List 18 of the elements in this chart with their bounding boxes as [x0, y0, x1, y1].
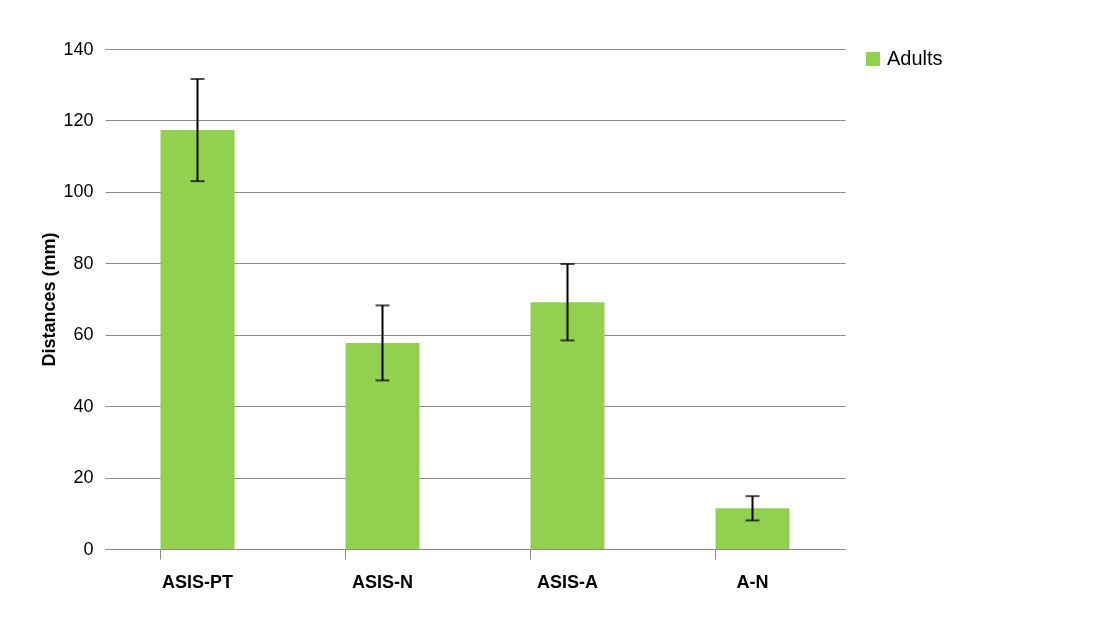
bar: [530, 302, 605, 549]
x-tick-label: A-N: [736, 571, 769, 592]
y-tick-label: 100: [63, 181, 94, 202]
y-tick-label: 0: [83, 538, 94, 559]
y-axis-title: Distances (mm): [39, 232, 60, 367]
bar: [715, 508, 790, 549]
y-tick-label: 20: [73, 467, 94, 488]
x-tick-label: ASIS-A: [536, 571, 599, 592]
y-tick-label: 60: [73, 324, 94, 345]
x-tick-label: ASIS-N: [351, 571, 414, 592]
y-tick-label: 140: [63, 38, 94, 59]
y-tick-label: 120: [63, 109, 94, 130]
bar: [345, 342, 420, 549]
y-tick-label: 80: [73, 252, 94, 273]
x-tick-label: ASIS-PT: [161, 571, 234, 592]
legend-label: Adults: [887, 47, 943, 69]
bar: [160, 130, 235, 549]
y-tick-label: 40: [73, 395, 94, 416]
